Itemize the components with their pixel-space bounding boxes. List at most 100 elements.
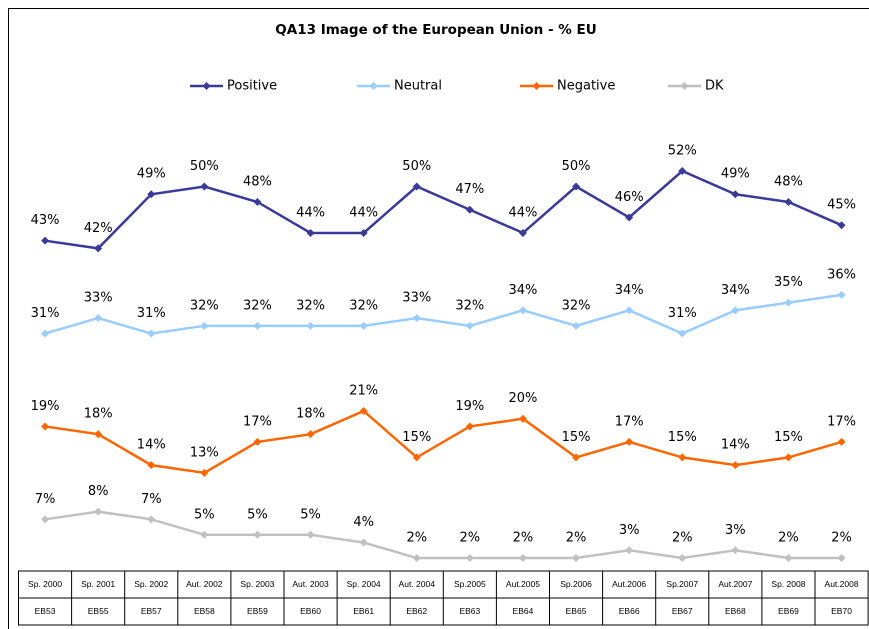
point	[572, 182, 581, 191]
x-tick-label: Sp. 2000	[28, 579, 62, 589]
legend-label: DK	[705, 79, 724, 94]
x-tick-code: EB66	[619, 606, 640, 616]
x-tick-code: EB70	[831, 606, 852, 616]
point	[253, 321, 262, 330]
point	[253, 437, 262, 446]
chart-title: QA13 Image of the European Union - % EU	[275, 22, 596, 38]
data-label: 32%	[455, 298, 484, 313]
point	[253, 530, 262, 539]
point	[147, 515, 156, 524]
x-tick-label: Aut.2006	[612, 579, 646, 589]
data-label: 2%	[778, 531, 799, 546]
x-tick-code: EB65	[566, 606, 587, 616]
data-label: 48%	[243, 174, 272, 189]
point	[731, 546, 740, 555]
data-label: 32%	[190, 298, 219, 313]
point	[94, 314, 103, 323]
x-tick-code: EB68	[725, 606, 746, 616]
data-label: 5%	[247, 507, 268, 522]
data-label: 45%	[827, 198, 856, 213]
point	[200, 468, 209, 477]
data-label: 44%	[296, 205, 325, 220]
point	[518, 554, 527, 563]
point	[359, 538, 368, 547]
point	[94, 507, 103, 516]
point	[837, 554, 846, 563]
data-label: 2%	[513, 531, 534, 546]
x-tick-code: EB64	[513, 606, 534, 616]
data-label: 44%	[508, 205, 537, 220]
data-label: 17%	[243, 414, 272, 429]
point	[678, 453, 687, 462]
point	[41, 329, 50, 338]
point	[253, 197, 262, 206]
data-label: 50%	[562, 159, 591, 174]
data-label: 34%	[615, 283, 644, 298]
x-tick-label: Aut.2008	[825, 579, 859, 589]
frame	[8, 8, 869, 629]
point	[625, 437, 634, 446]
data-label: 34%	[721, 283, 750, 298]
x-tick-code: EB55	[88, 606, 109, 616]
point	[465, 205, 474, 214]
point	[41, 422, 50, 431]
data-label: 20%	[508, 391, 537, 406]
point	[625, 213, 634, 222]
point	[465, 422, 474, 431]
point	[625, 306, 634, 315]
data-label: 2%	[566, 531, 587, 546]
data-label: 4%	[353, 515, 374, 530]
point	[41, 236, 50, 245]
legend-marker	[369, 82, 378, 90]
data-label: 7%	[141, 492, 162, 507]
data-label: 15%	[402, 430, 431, 445]
point	[306, 228, 315, 237]
point	[837, 437, 846, 446]
point	[94, 244, 103, 253]
x-tick-label: Aut.2005	[506, 579, 540, 589]
point	[200, 321, 209, 330]
data-label: 31%	[137, 306, 166, 321]
point	[412, 182, 421, 191]
series-line	[44, 169, 843, 250]
legend-label: Neutral	[394, 79, 442, 94]
data-label: 7%	[35, 492, 56, 507]
point	[465, 554, 474, 563]
data-label: 50%	[190, 159, 219, 174]
data-label: 34%	[508, 283, 537, 298]
x-tick-label: Sp. 2003	[240, 579, 274, 589]
data-label: 17%	[827, 414, 856, 429]
x-tick-label: Aut. 2004	[399, 579, 436, 589]
data-label: 2%	[406, 531, 427, 546]
data-label: 50%	[402, 159, 431, 174]
point	[625, 546, 634, 555]
legend-label: Positive	[227, 79, 277, 94]
data-label: 2%	[460, 531, 481, 546]
point	[784, 453, 793, 462]
data-label: 3%	[619, 523, 640, 538]
data-label: 2%	[672, 531, 693, 546]
series-line	[44, 409, 842, 475]
data-label: 48%	[774, 174, 803, 189]
data-label: 33%	[402, 291, 431, 306]
point	[572, 321, 581, 330]
point	[731, 190, 740, 199]
data-label: 42%	[84, 221, 113, 236]
data-label: 14%	[137, 438, 166, 453]
x-tick-label: Aut.2007	[718, 579, 752, 589]
data-label: 14%	[721, 438, 750, 453]
x-tick-label: Sp.2006	[560, 579, 592, 589]
x-tick-label: Sp.2007	[666, 579, 698, 589]
point	[518, 414, 527, 423]
data-label: 13%	[190, 445, 219, 460]
data-label: 49%	[721, 167, 750, 182]
point	[147, 461, 156, 470]
data-label: 2%	[831, 531, 852, 546]
point	[678, 167, 687, 176]
point	[306, 530, 315, 539]
data-label: 33%	[84, 291, 113, 306]
data-label: 32%	[349, 298, 378, 313]
point	[784, 554, 793, 563]
data-label: 5%	[300, 507, 321, 522]
point	[359, 321, 368, 330]
